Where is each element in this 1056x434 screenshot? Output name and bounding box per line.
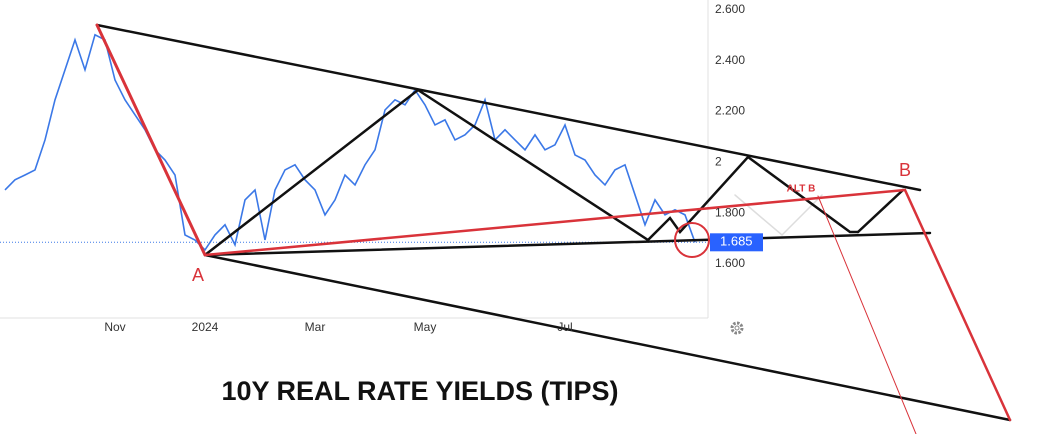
data-line [4, 33, 696, 252]
x-tick-label: Mar [305, 320, 326, 334]
annotation-alt-b: ALT B [787, 184, 816, 195]
decline-line [95, 23, 207, 257]
annotation-a: A [192, 265, 204, 285]
lower-channel [203, 253, 1012, 422]
support-line [203, 231, 932, 257]
projection [203, 188, 1012, 422]
highlight-circle [674, 222, 710, 258]
upper-channel [95, 23, 922, 192]
y-tick-label: 2.200 [715, 104, 745, 118]
y-tick-label: 2.400 [715, 53, 745, 67]
x-tick-label: May [414, 320, 437, 334]
last-value-box [710, 233, 763, 252]
gear[interactable] [730, 321, 744, 335]
y-tick-label: 1.600 [715, 256, 745, 270]
zigzag [856, 188, 905, 234]
x-tick-label: 2024 [192, 320, 219, 334]
trendlines [95, 23, 1012, 434]
settings-icon[interactable] [730, 321, 744, 335]
chart-title: 10Y REAL RATE YIELDS (TIPS) [221, 376, 618, 406]
gear-hub[interactable] [734, 325, 740, 331]
x-tick-label: Nov [104, 320, 125, 334]
x-tick-label: Jul [557, 320, 572, 334]
y-tick-label: 1.800 [715, 205, 745, 219]
last-value-label: 1.685 [720, 234, 753, 249]
annotation-b: B [899, 160, 911, 180]
alt-projection [817, 195, 917, 434]
y-tick-label: 2.600 [715, 2, 745, 16]
zigzag [203, 88, 860, 257]
y-tick-label: 2 [715, 154, 722, 168]
alt-path [734, 194, 823, 237]
